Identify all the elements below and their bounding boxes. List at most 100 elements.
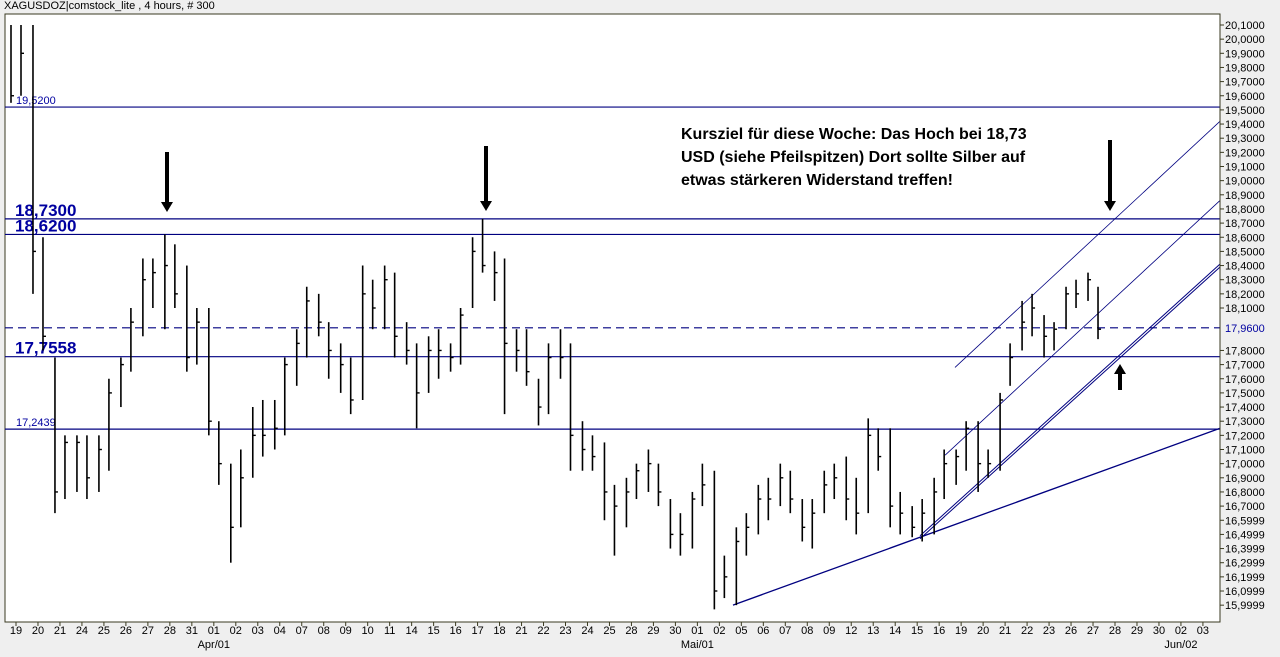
trendlines — [732, 120, 1221, 606]
x-tick-label: 29 — [1131, 625, 1143, 637]
y-tick-label: 17,6000 — [1225, 374, 1265, 386]
x-tick-label: 08 — [801, 625, 813, 637]
x-tick-label: 04 — [274, 625, 286, 637]
y-tick-label: 18,8000 — [1225, 204, 1265, 216]
x-tick-label: 25 — [603, 625, 615, 637]
up-arrow-icon — [1114, 364, 1126, 374]
y-tick-label: 18,3000 — [1225, 275, 1265, 287]
y-tick-label: 18,1000 — [1225, 303, 1265, 315]
month-label: Jun/02 — [1164, 639, 1197, 651]
annotation-arrows — [161, 140, 1126, 390]
x-tick-label: 21 — [999, 625, 1011, 637]
price-bars — [10, 25, 1102, 610]
level-label: 17,2439 — [16, 417, 56, 429]
y-tick-label: 18,4000 — [1225, 261, 1265, 273]
y-tick-label: 16,2999 — [1225, 558, 1265, 570]
y-tick-label: 19,3000 — [1225, 133, 1265, 145]
down-arrow-icon — [1104, 201, 1116, 211]
y-tick-label: 18,6000 — [1225, 232, 1265, 244]
x-tick-label: 14 — [406, 625, 418, 637]
y-tick-label: 15,9999 — [1225, 600, 1265, 612]
y-tick-label: 18,9000 — [1225, 190, 1265, 202]
y-tick-label: 16,1999 — [1225, 572, 1265, 584]
month-label: Apr/01 — [198, 639, 230, 651]
x-tick-label: 31 — [186, 625, 198, 637]
y-axis: 20,1000 20,0000 19,9000 19,8000 19,7000 19,60… — [1219, 14, 1265, 622]
x-tick-label: 27 — [142, 625, 154, 637]
y-tick-label: 16,3999 — [1225, 544, 1265, 556]
y-tick-label: 17,2000 — [1225, 430, 1265, 442]
y-tick-label: 19,0000 — [1225, 176, 1265, 188]
down-arrow-icon — [480, 201, 492, 211]
x-tick-label: 06 — [757, 625, 769, 637]
x-tick-label: 18 — [493, 625, 505, 637]
y-tick-label: 17,8000 — [1225, 345, 1265, 357]
y-tick-label: 17,4000 — [1225, 402, 1265, 414]
x-tick-label: 02 — [1175, 625, 1187, 637]
y-tick-label: 20,0000 — [1225, 34, 1265, 46]
y-tick-label: 18,7000 — [1225, 218, 1265, 230]
x-tick-label: 30 — [669, 625, 681, 637]
y-tick-label: 17,0000 — [1225, 459, 1265, 471]
x-tick-label: 11 — [384, 625, 395, 637]
x-tick-label: 03 — [1197, 625, 1209, 637]
x-tick-label: 19 — [10, 625, 22, 637]
y-tick-label: 17,3000 — [1225, 416, 1265, 428]
annotation-line: etwas stärkeren Widerstand treffen! — [681, 172, 953, 189]
y-tick-label: 19,6000 — [1225, 91, 1265, 103]
y-tick-label: 19,8000 — [1225, 62, 1265, 74]
x-tick-label: 28 — [625, 625, 637, 637]
month-label: Mai/01 — [681, 639, 714, 651]
x-tick-label: 12 — [845, 625, 857, 637]
y-tick-label: 20,1000 — [1225, 20, 1265, 32]
y-tick-label: 19,7000 — [1225, 77, 1265, 89]
y-tick-label: 17,5000 — [1225, 388, 1265, 400]
x-tick-label: 28 — [164, 625, 176, 637]
x-tick-label: 26 — [120, 625, 132, 637]
y-tick-label: 16,5999 — [1225, 515, 1265, 527]
level-label: 18,7300 — [15, 201, 76, 220]
y-tick-label: 17,7000 — [1225, 360, 1265, 372]
x-tick-label: 21 — [54, 625, 66, 637]
x-tick-label: 10 — [362, 625, 374, 637]
x-tick-label: 16 — [933, 625, 945, 637]
x-tick-label: 03 — [252, 625, 264, 637]
x-tick-label: 21 — [515, 625, 527, 637]
trendline — [732, 427, 1221, 606]
x-tick-label: 27 — [1087, 625, 1099, 637]
y-tick-label: 19,5000 — [1225, 105, 1265, 117]
x-tick-label: 28 — [1109, 625, 1121, 637]
y-tick-label: 17,1000 — [1225, 445, 1265, 457]
annotation-line: Kursziel für diese Woche: Das Hoch bei 1… — [681, 126, 1027, 143]
y-tick-label: 19,9000 — [1225, 48, 1265, 60]
x-tick-label: 23 — [559, 625, 571, 637]
x-tick-label: 30 — [1153, 625, 1165, 637]
x-tick-label: 15 — [427, 625, 439, 637]
x-tick-label: 07 — [779, 625, 791, 637]
level-label: 17,7558 — [15, 339, 76, 358]
y-tick-label: 16,0999 — [1225, 586, 1265, 598]
level-label: 19,5200 — [16, 95, 56, 107]
trendline — [919, 263, 1221, 537]
x-tick-label: 07 — [296, 625, 308, 637]
x-tick-label: 16 — [449, 625, 461, 637]
x-tick-label: 09 — [340, 625, 352, 637]
y-tick-label: 18,5000 — [1225, 246, 1265, 258]
x-tick-label: 26 — [1065, 625, 1077, 637]
y-tick-label: 19,4000 — [1225, 119, 1265, 131]
x-tick-label: 15 — [911, 625, 923, 637]
x-tick-label: 20 — [32, 625, 44, 637]
x-tick-label: 22 — [1021, 625, 1033, 637]
x-tick-label: 25 — [98, 625, 110, 637]
x-tick-label: 08 — [318, 625, 330, 637]
x-tick-label: 13 — [867, 625, 879, 637]
y-tick-label: 19,1000 — [1225, 162, 1265, 174]
x-tick-label: 24 — [76, 625, 88, 637]
x-tick-label: 19 — [955, 625, 967, 637]
x-tick-label: 14 — [889, 625, 901, 637]
y-tick-label: 18,2000 — [1225, 289, 1265, 301]
y-tick-label: 16,4999 — [1225, 529, 1265, 541]
x-tick-label: 02 — [230, 625, 242, 637]
